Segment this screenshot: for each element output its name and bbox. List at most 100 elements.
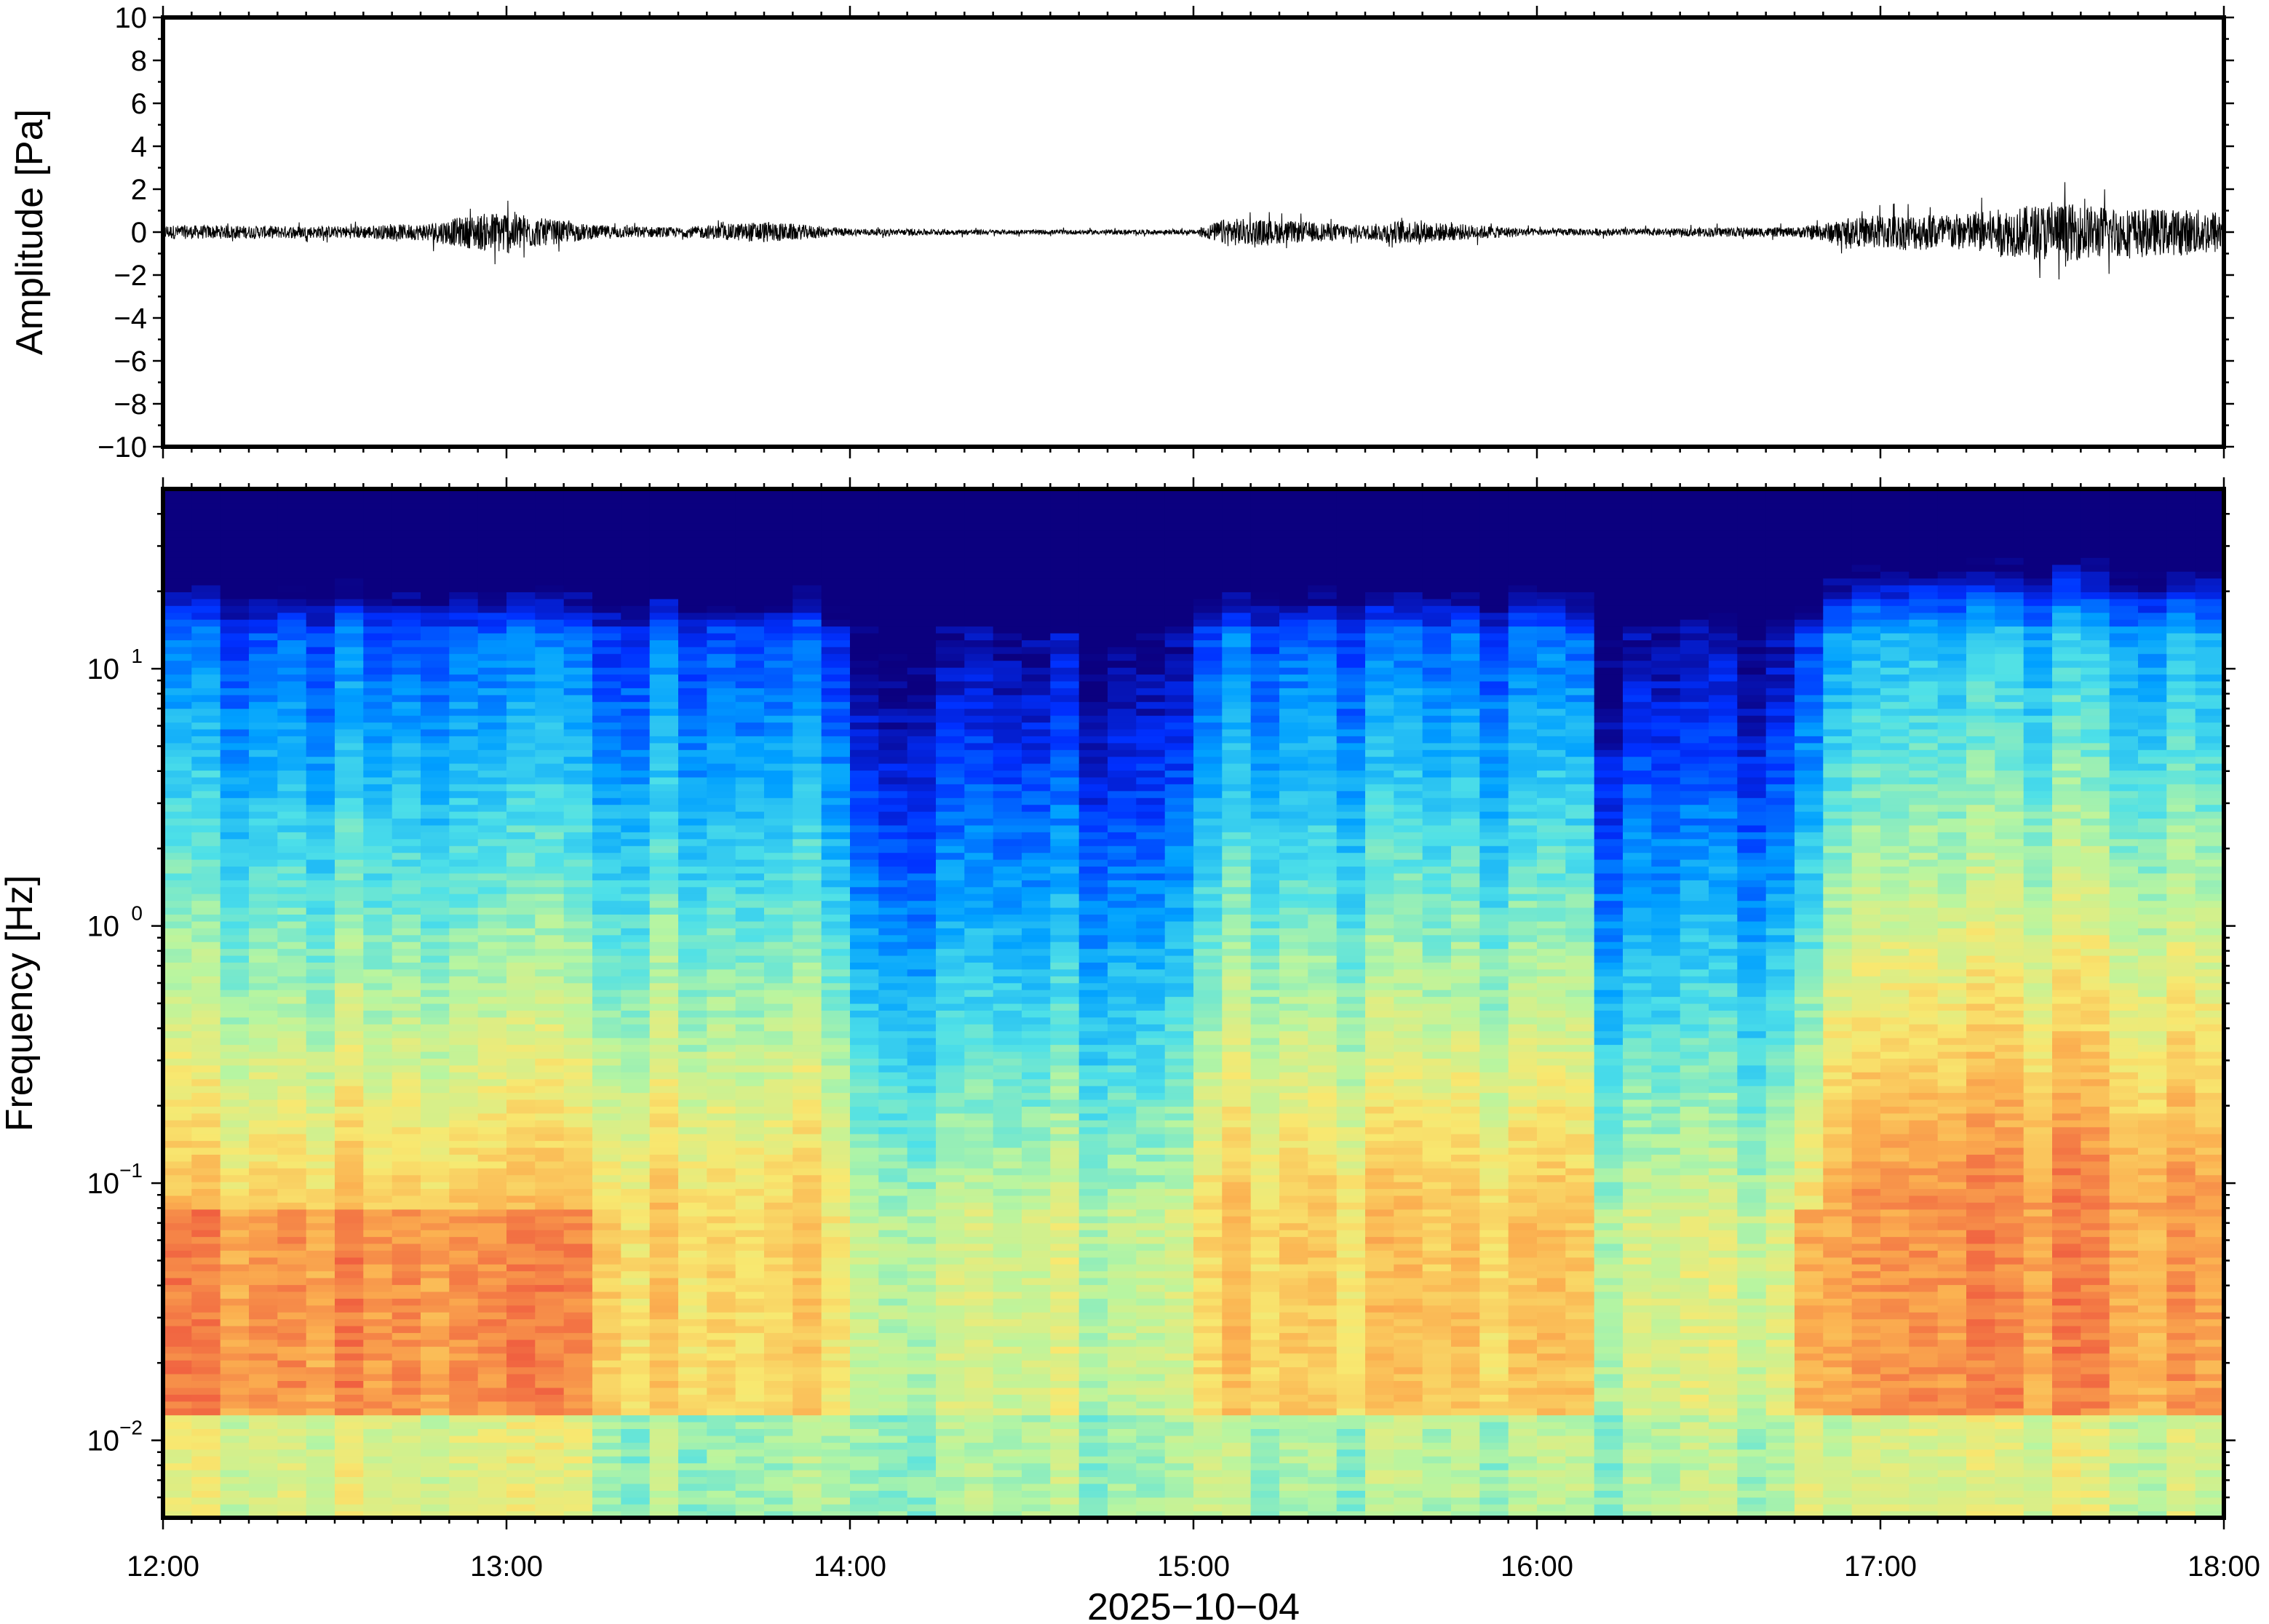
spectrogram-cell <box>363 585 393 592</box>
spectrogram-cell <box>621 1270 651 1278</box>
spectrogram-cell <box>392 1366 421 1374</box>
spectrogram-cell <box>449 1182 479 1190</box>
spectrogram-cell <box>191 962 221 970</box>
spectrogram-cell <box>850 728 879 736</box>
spectrogram-cell <box>735 756 765 764</box>
spectrogram-cell <box>449 996 479 1004</box>
spectrogram-cell <box>249 653 278 661</box>
spectrogram-cell <box>277 530 307 538</box>
spectrogram-cell <box>1050 1435 1080 1443</box>
spectrogram-cell <box>878 1435 908 1443</box>
spectrogram-cell <box>964 1510 994 1518</box>
waveform-frame <box>161 15 2226 449</box>
spectrogram-cell <box>477 1058 507 1066</box>
spectrogram-cell <box>821 1112 851 1121</box>
spectrogram-cell <box>191 564 221 572</box>
spectrogram-cell <box>993 1353 1022 1361</box>
spectrogram-cell <box>592 495 621 503</box>
spectrogram-cell <box>878 1230 908 1238</box>
spectrogram-cell <box>936 1408 965 1416</box>
spectrogram-cell <box>993 1202 1022 1210</box>
spectrogram-cell <box>563 1154 593 1162</box>
spectrogram-cell <box>993 770 1022 778</box>
spectrogram-cell <box>993 982 1022 990</box>
spectrogram-cell <box>993 736 1022 744</box>
spectrogram-cell <box>421 537 450 544</box>
spectrogram-cell <box>678 770 707 778</box>
spectrogram-cell <box>621 990 651 998</box>
spectrogram-cell <box>735 763 765 771</box>
spectrogram-cell <box>964 1044 994 1052</box>
spectrogram-cell <box>964 1366 994 1374</box>
spectrogram-cell <box>621 688 651 696</box>
spectrogram-cell <box>163 1086 192 1094</box>
spectrogram-cell <box>191 845 221 853</box>
spectrogram-cell <box>907 626 937 634</box>
spectrogram-cell <box>421 1182 450 1190</box>
spectrogram-cell <box>964 893 994 901</box>
spectrogram-cell <box>993 1490 1022 1498</box>
spectrogram-cell <box>220 1092 250 1100</box>
spectrogram-cell <box>306 790 335 798</box>
spectrogram-cell <box>335 1030 364 1038</box>
spectrogram-cell <box>1022 996 1051 1004</box>
spectrogram-cell <box>792 640 822 648</box>
spectrogram-cell <box>1050 1360 1080 1368</box>
spectrogram-cell <box>649 1394 679 1402</box>
spectrogram-cell <box>764 920 793 928</box>
spectrogram-cell <box>335 1387 364 1395</box>
spectrogram-cell <box>477 948 507 956</box>
spectrogram-cell <box>563 728 593 736</box>
spectrogram-cell <box>220 749 250 757</box>
spectrogram-cell <box>621 845 651 853</box>
spectrogram-cell <box>936 1462 965 1470</box>
spectrogram-cell <box>506 1346 536 1354</box>
spectrogram-cell <box>907 633 937 640</box>
spectrogram-cell <box>707 942 736 950</box>
spectrogram-cell <box>735 872 765 880</box>
spectrogram-cell <box>191 1086 221 1094</box>
spectrogram-cell <box>335 680 364 688</box>
spectrogram-cell <box>936 1380 965 1388</box>
spectrogram-cell <box>335 968 364 976</box>
spectrogram-cell <box>649 646 679 654</box>
spectrogram-cell <box>792 633 822 640</box>
spectrogram-cell <box>163 1291 192 1299</box>
spectrogram-cell <box>392 1422 421 1429</box>
spectrogram-cell <box>735 667 765 675</box>
spectrogram-cell <box>850 942 879 950</box>
spectrogram-cell <box>306 797 335 805</box>
spectrogram-cell <box>907 1483 937 1491</box>
spectrogram-cell <box>449 1435 479 1443</box>
spectrogram-cell <box>936 1216 965 1224</box>
spectrogram-cell <box>621 1078 651 1086</box>
spectrogram-cell <box>220 934 250 942</box>
spectrogram-cell <box>249 1016 278 1024</box>
spectrogram-cell <box>535 1387 565 1395</box>
spectrogram-cell <box>535 976 565 984</box>
spectrogram-cell <box>163 907 192 915</box>
spectrogram-cell <box>821 1305 851 1313</box>
spectrogram-cell <box>907 770 937 778</box>
spectrogram-cell <box>592 1174 621 1182</box>
spectrogram-cell <box>792 1305 822 1313</box>
spectrogram-cell <box>392 1428 421 1436</box>
spectrogram-cell <box>964 982 994 990</box>
spectrogram-cell <box>792 537 822 544</box>
spectrogram-cell <box>936 886 965 894</box>
spectrogram-cell <box>1022 914 1051 922</box>
spectrogram-cell <box>936 701 965 709</box>
spectrogram-cell <box>535 1414 565 1422</box>
spectrogram-cell <box>477 1168 507 1176</box>
spectrogram-cell <box>506 660 536 668</box>
spectrogram-cell <box>592 626 621 634</box>
spectrogram-cell <box>535 1462 565 1470</box>
spectrogram-cell <box>907 955 937 963</box>
spectrogram-cell <box>792 962 822 970</box>
spectrogram-cell <box>878 886 908 894</box>
spectrogram-cell <box>707 646 736 654</box>
spectrogram-cell <box>1022 646 1051 654</box>
spectrogram-cell <box>850 680 879 688</box>
spectrogram-cell <box>792 523 822 531</box>
spectrogram-cell <box>392 1353 421 1361</box>
